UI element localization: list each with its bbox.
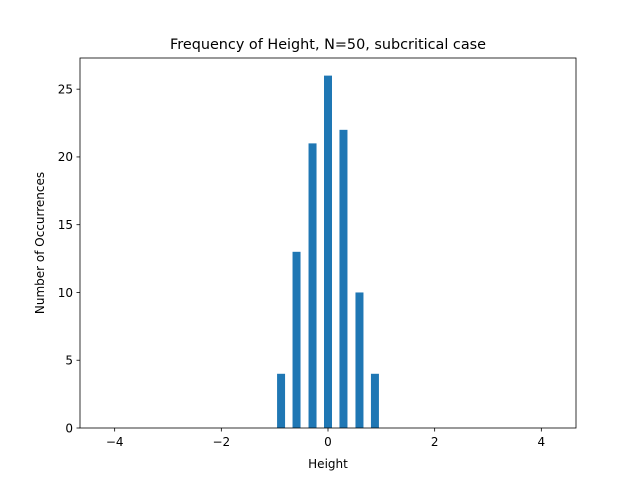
y-tick-label: 0 <box>65 421 73 435</box>
bar <box>355 292 364 428</box>
bar <box>277 373 286 428</box>
chart-title: Frequency of Height, N=50, subcritical c… <box>170 37 486 53</box>
bar <box>308 143 317 428</box>
y-tick-label: 25 <box>58 82 73 96</box>
x-tick-label: −4 <box>106 435 124 449</box>
x-axis-label: Height <box>308 457 348 471</box>
x-tick-label: 2 <box>431 435 439 449</box>
y-tick-label: 20 <box>58 150 73 164</box>
x-tick-label: −2 <box>212 435 230 449</box>
bar <box>370 373 379 428</box>
y-tick-label: 15 <box>58 218 73 232</box>
x-axis-ticks: −4 −2 0 2 4 <box>106 428 545 449</box>
y-axis-label: Number of Occurrences <box>33 172 47 314</box>
bars-group <box>277 75 379 429</box>
x-tick-label: 4 <box>538 435 546 449</box>
bar <box>292 251 301 428</box>
y-axis-ticks: 0 5 10 15 20 25 <box>58 82 80 435</box>
y-tick-label: 5 <box>65 354 73 368</box>
y-tick-label: 10 <box>58 286 73 300</box>
bar <box>339 129 348 429</box>
bar <box>324 75 332 428</box>
x-tick-label: 0 <box>324 435 332 449</box>
